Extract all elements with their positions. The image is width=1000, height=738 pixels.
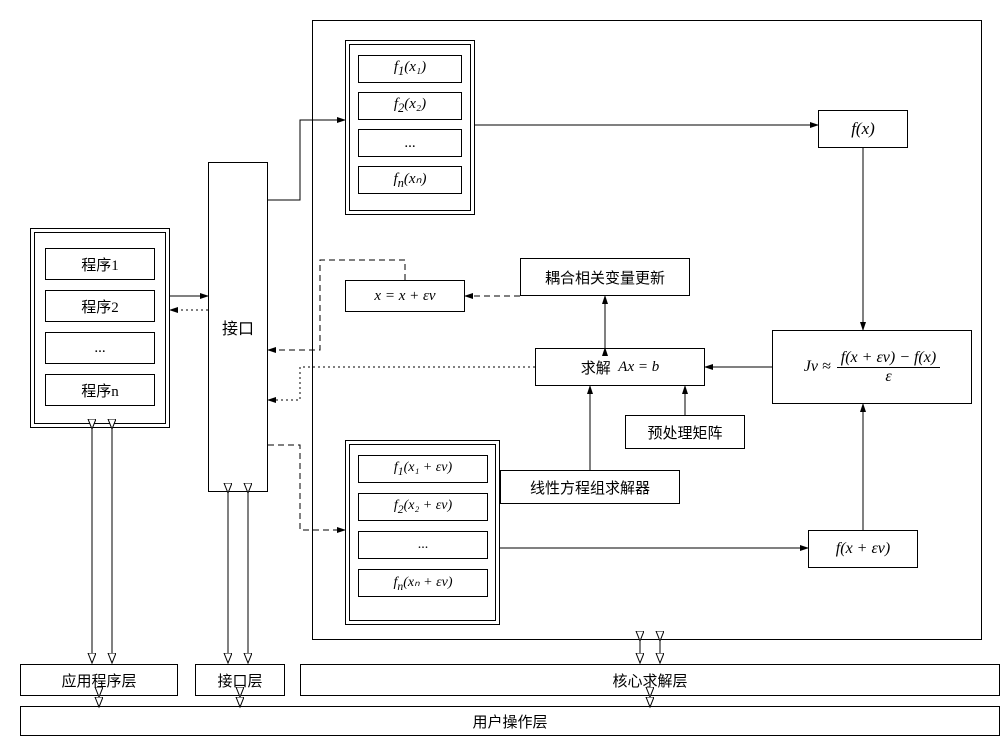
diagram-box-15: 求解 Ax = b xyxy=(535,348,705,386)
diagram-box-26: 接口层 xyxy=(195,664,285,696)
diagram-box-23: fn(xₙ + εv) xyxy=(358,569,488,597)
diagram-box-9: f2(x₂) xyxy=(358,92,462,120)
diagram-box-20: f1(x₁ + εv) xyxy=(358,455,488,483)
diagram-box-4: 程序2 xyxy=(45,290,155,322)
diagram-box-11: fn(xₙ) xyxy=(358,166,462,194)
diagram-box-17: 预处理矩阵 xyxy=(625,415,745,449)
diagram-box-27: 核心求解层 xyxy=(300,664,1000,696)
diagram-box-18: 线性方程组求解器 xyxy=(500,470,680,504)
diagram-box-12: f(x) xyxy=(818,110,908,148)
diagram-box-3: 程序1 xyxy=(45,248,155,280)
diagram-box-16: Jv ≈f(x + εv) − f(x)ε xyxy=(772,330,972,404)
diagram-box-22: ... xyxy=(358,531,488,559)
diagram-box-13: x = x + εv xyxy=(345,280,465,312)
diagram-box-6: 程序n xyxy=(45,374,155,406)
diagram-box-21: f2(x₂ + εv) xyxy=(358,493,488,521)
diagram-box-5: ... xyxy=(45,332,155,364)
diagram-box-24: f(x + εv) xyxy=(808,530,918,568)
diagram-box-28: 用户操作层 xyxy=(20,706,1000,736)
diagram-box-14: 耦合相关变量更新 xyxy=(520,258,690,296)
diagram-box-1: 接口 xyxy=(208,162,268,492)
diagram-box-8: f1(x₁) xyxy=(358,55,462,83)
diagram-box-10: ... xyxy=(358,129,462,157)
diagram-box-25: 应用程序层 xyxy=(20,664,178,696)
